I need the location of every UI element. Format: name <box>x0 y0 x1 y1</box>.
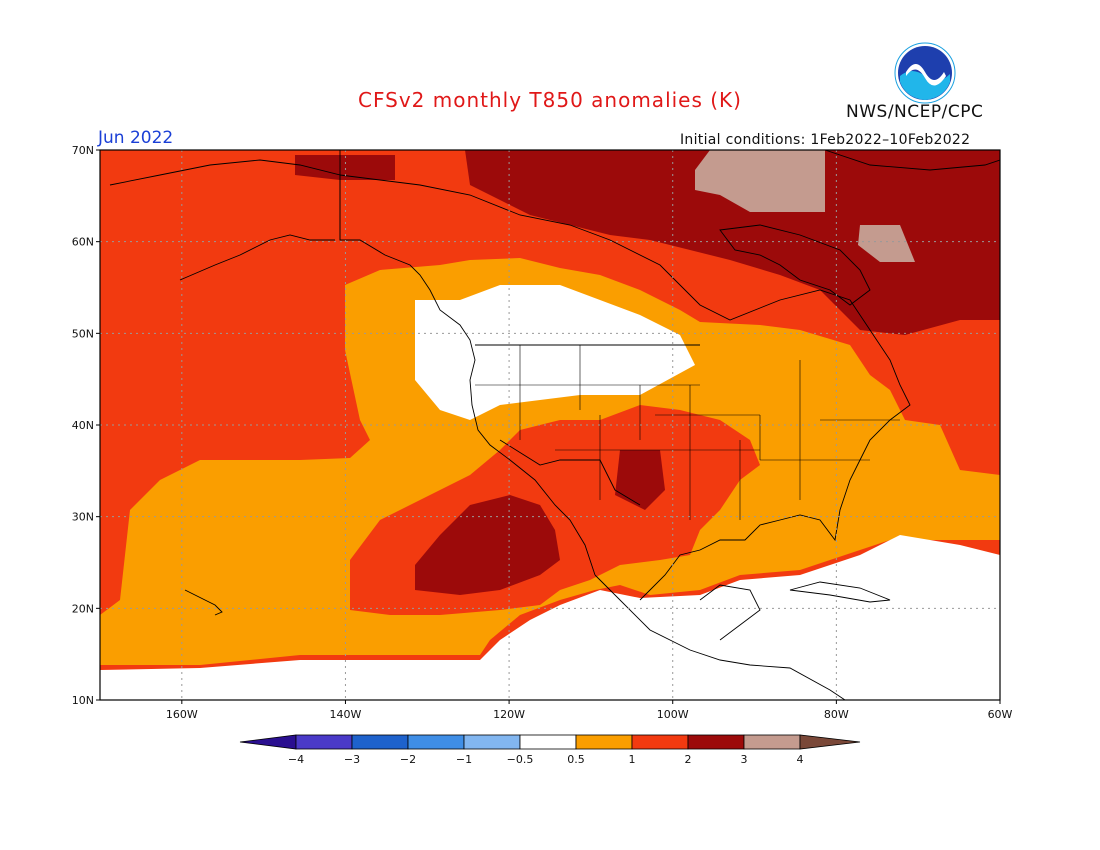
coast-mexico-central <box>594 574 846 700</box>
lat-tick-label: 40N <box>72 419 94 432</box>
lat-tick-label: 10N <box>72 694 94 707</box>
state-lines <box>475 345 900 520</box>
colorbar-label: 0.5 <box>567 753 585 766</box>
colorbar-swatch <box>351 734 409 750</box>
coast-hawaii <box>184 589 223 616</box>
grid-lines <box>100 150 1000 700</box>
colorbar-label: −1 <box>456 753 472 766</box>
lat-tick-label: 70N <box>72 144 94 157</box>
lon-tick-label: 140W <box>330 708 362 721</box>
coast-hudson <box>719 224 871 306</box>
colorbar-label: −4 <box>288 753 304 766</box>
lat-tick-label: 30N <box>72 511 94 524</box>
colorbar-swatch <box>519 734 577 750</box>
coast-cuba <box>789 581 891 603</box>
noaa-logo <box>894 42 956 104</box>
field-white-northwest <box>415 285 695 420</box>
colorbar-swatch <box>631 734 689 750</box>
lon-tick-label: 100W <box>657 708 689 721</box>
border-us-mexico <box>499 439 641 506</box>
colorbar-swatch <box>407 734 465 750</box>
colorbar-swatch <box>295 734 353 750</box>
colorbar-label: −3 <box>344 753 360 766</box>
colorbar: −4 −3 −2 −1 −0.5 0.5 1 2 3 4 <box>239 734 861 766</box>
lat-tick-label: 20N <box>72 602 94 615</box>
coast-alaska <box>109 159 596 576</box>
coast-greenland <box>824 150 1000 171</box>
coast-arctic-canada <box>339 174 911 601</box>
colorbar-swatch <box>687 734 745 750</box>
agency-label: NWS/NCEP/CPC <box>846 102 984 122</box>
map-title: CFSv2 monthly T850 anomalies (K) <box>358 88 742 112</box>
colorbar-label: 4 <box>797 753 804 766</box>
coast-yucatan <box>699 584 761 641</box>
colorbar-max-arrow <box>799 734 861 750</box>
colorbar-swatch <box>743 734 801 750</box>
lon-tick-label: 120W <box>493 708 525 721</box>
colorbar-min-arrow <box>239 734 297 750</box>
initial-conditions: Initial conditions: 1Feb2022–10Feb2022 <box>680 132 971 148</box>
field-darkred-texas <box>615 450 665 510</box>
colorbar-swatch <box>463 734 521 750</box>
colorbar-swatch <box>575 734 633 750</box>
colorbar-label: 2 <box>685 753 692 766</box>
colorbar-label: −0.5 <box>507 753 534 766</box>
forecast-month: Jun 2022 <box>98 128 174 148</box>
lon-tick-label: 160W <box>166 708 198 721</box>
field-darkred-arctic <box>295 155 395 180</box>
lon-tick-label: 60W <box>988 708 1013 721</box>
colorbar-label: 3 <box>741 753 748 766</box>
field-white-southeast <box>100 535 1000 700</box>
coast-aleutians <box>179 234 335 281</box>
longitude-axis: 160W 140W 120W 100W 80W 60W <box>166 700 1013 721</box>
lon-tick-label: 80W <box>824 708 849 721</box>
field-darkred-southwest <box>415 495 560 595</box>
lat-tick-label: 60N <box>72 236 94 249</box>
latitude-axis: 70N 60N 50N 40N 30N 20N 10N <box>72 144 100 707</box>
field-tan-baffin <box>695 150 825 212</box>
colorbar-label: −2 <box>400 753 416 766</box>
field-darkred-north <box>465 150 1000 335</box>
colorbar-label: 1 <box>629 753 636 766</box>
field-tan-hudson <box>858 225 915 262</box>
coastlines <box>109 150 1000 700</box>
lat-tick-label: 50N <box>72 327 94 340</box>
